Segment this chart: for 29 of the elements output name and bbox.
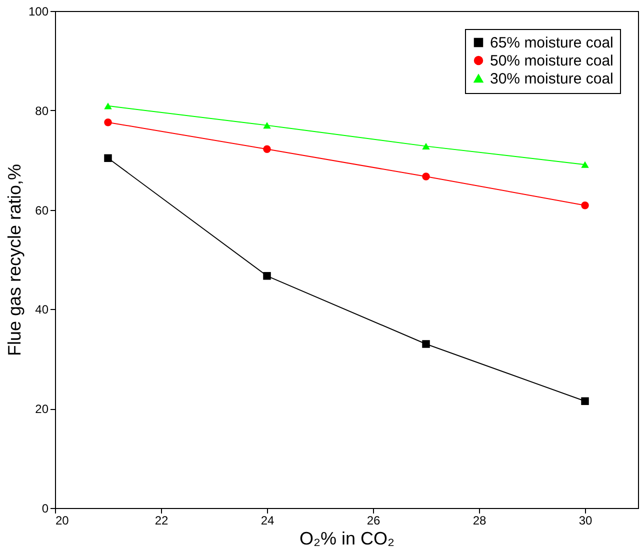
point: [104, 102, 112, 110]
point: [263, 272, 271, 280]
x-tick-label: 26: [366, 514, 380, 528]
x-tick-label: 22: [154, 514, 168, 528]
y-tick-label: 20: [35, 402, 49, 416]
y-tick-label: 80: [35, 104, 49, 118]
point: [422, 172, 430, 180]
x-tick-label: 24: [260, 514, 274, 528]
x-tick-label: 20: [56, 514, 70, 528]
point: [263, 145, 271, 154]
point: [422, 340, 430, 348]
point: [104, 154, 112, 162]
point: [263, 122, 271, 129]
x-axis-title: O₂% in CO₂: [300, 528, 395, 548]
point: [581, 201, 589, 210]
y-tick-label: 60: [35, 203, 49, 218]
point: [581, 161, 589, 168]
point: [422, 142, 430, 150]
point: [581, 397, 589, 406]
legend-label: 65% moisture coal: [490, 34, 614, 52]
x-tick-label: 28: [472, 514, 486, 528]
y-tick-label: 0: [42, 502, 49, 516]
legend-label: 30% moisture coal: [490, 70, 614, 88]
legend-label: 50% moisture coal: [490, 52, 614, 70]
point: [104, 118, 112, 126]
x-tick-label: 30: [578, 514, 592, 528]
y-tick-label: 100: [28, 4, 49, 18]
y-axis-title: Flue gas recycle ratio,%: [4, 164, 24, 356]
y-tick-label: 40: [35, 302, 49, 317]
